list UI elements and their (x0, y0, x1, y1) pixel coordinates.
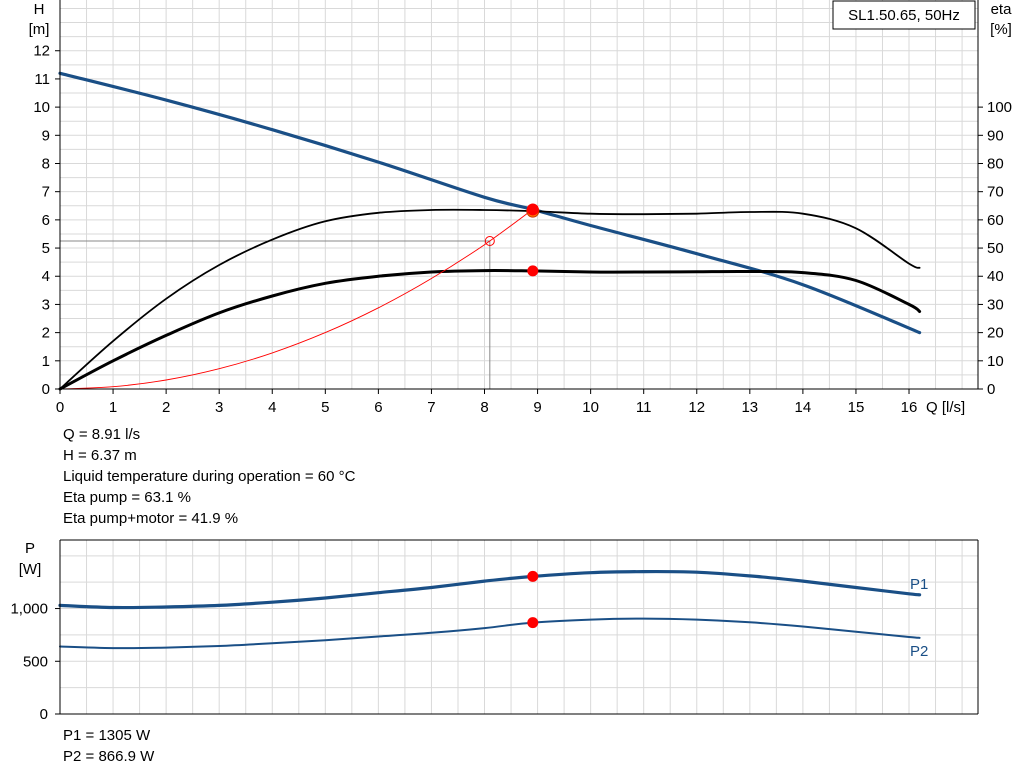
y-right-tick-label: 70 (987, 184, 1004, 201)
x-tick-label: 15 (848, 399, 865, 416)
eta-pump-motor-curve (58, 269, 922, 391)
power-panel: P1 P2 0 500 1,000 P [W] (10, 539, 979, 723)
reference-guide-lines (60, 240, 491, 389)
power-info: P1 = 1305 W P2 = 866.9 W (63, 725, 154, 767)
eta-pump-readout: Eta pump = 63.1 % (63, 489, 191, 506)
x-tick-label: 4 (268, 399, 276, 416)
y-tick-label: 11 (34, 71, 50, 88)
y-right-tick-label: 80 (987, 155, 1004, 172)
eta-pump-motor-readout: Eta pump+motor = 41.9 % (63, 510, 239, 527)
chart-title-box (832, 0, 976, 30)
x-tick-label: 13 (741, 399, 758, 416)
duty-point-p1-marker (527, 570, 539, 582)
y-tick-label: 9 (42, 127, 50, 144)
y-right-tick-label: 10 (987, 353, 1004, 370)
y-right-tick-label: 50 (987, 240, 1004, 257)
y-right-tick-label: 30 (987, 296, 1004, 313)
x-tick-label: 11 (636, 399, 652, 416)
y-axis-label: H (34, 1, 45, 18)
y-tick-label: 8 (42, 155, 50, 172)
x-tick-label: 8 (480, 399, 488, 416)
p1-curve (58, 569, 922, 610)
x-tick-label: 14 (795, 399, 812, 416)
y-tick-label: 1 (42, 353, 50, 370)
power-y-tick-label: 0 (40, 706, 48, 723)
system-curve (59, 208, 534, 390)
x-tick-label: 3 (215, 399, 223, 416)
x-tick-label: 5 (321, 399, 329, 416)
y-tick-label: 5 (42, 240, 50, 257)
duty-point-eta-pump-motor-marker (527, 265, 539, 277)
y-tick-label: 0 (42, 381, 50, 398)
y-tick-label: 2 (42, 325, 50, 342)
p1-readout: P1 = 1305 W (63, 727, 151, 744)
y-right-tick-label: 0 (987, 381, 995, 398)
temperature-readout: Liquid temperature during operation = 60… (63, 468, 356, 485)
x-tick-label: 1 (109, 399, 117, 416)
head-curve (58, 71, 922, 335)
p1-legend-label: P1 (910, 576, 928, 593)
y-right-tick-label: 100 (987, 99, 1012, 116)
y-tick-label: 3 (42, 296, 50, 313)
y-tick-label: 10 (33, 99, 50, 116)
chart-title: SL1.50.65, 50Hz (848, 7, 960, 24)
p2-readout: P2 = 866.9 W (63, 748, 155, 765)
flow-readout: Q = 8.91 l/s (63, 426, 141, 443)
y-right-tick-label: 40 (987, 268, 1004, 285)
eta-pump-curve (59, 208, 921, 390)
x-tick-label: 2 (162, 399, 170, 416)
y-tick-label: 7 (42, 184, 50, 201)
power-y-axis-unit: [W] (19, 561, 42, 578)
power-y-axis-label: P (25, 540, 35, 557)
y-tick-label: 4 (42, 268, 50, 285)
y-right-tick-label: 90 (987, 127, 1004, 144)
x-tick-label: 16 (901, 399, 918, 416)
duty-point-head-marker (526, 203, 539, 216)
y-right-tick-label: 20 (987, 325, 1004, 342)
head-readout: H = 6.37 m (63, 447, 137, 464)
p2-legend-label: P2 (910, 643, 928, 660)
duty-point-info: Q = 8.91 l/s H = 6.37 m Liquid temperatu… (63, 424, 355, 529)
x-tick-label: 9 (533, 399, 541, 416)
x-tick-label: 7 (427, 399, 435, 416)
reference-point-marker (484, 236, 495, 247)
power-y-tick-label: 500 (23, 653, 48, 670)
power-y-tick-label: 1,000 (10, 601, 48, 618)
y-right-tick-label: 60 (987, 212, 1004, 229)
x-tick-label: 6 (374, 399, 382, 416)
x-axis-label: Q [l/s] (926, 399, 965, 416)
x-tick-label: 0 (56, 399, 64, 416)
y-axis-unit: [m] (29, 21, 50, 38)
y-right-axis-unit: [%] (990, 21, 1012, 38)
y-tick-label: 6 (42, 212, 50, 229)
x-tick-label: 12 (688, 399, 705, 416)
y-right-axis-label: eta (991, 1, 1013, 18)
head-eta-panel: 0 1 2 3 4 5 6 7 8 9 10 11 12 13 14 15 160123456789101112… (29, 0, 1013, 416)
p2-curve (59, 617, 921, 650)
duty-point-p2-marker (527, 617, 539, 629)
y-tick-label: 12 (33, 43, 50, 60)
x-tick-label: 10 (582, 399, 599, 416)
